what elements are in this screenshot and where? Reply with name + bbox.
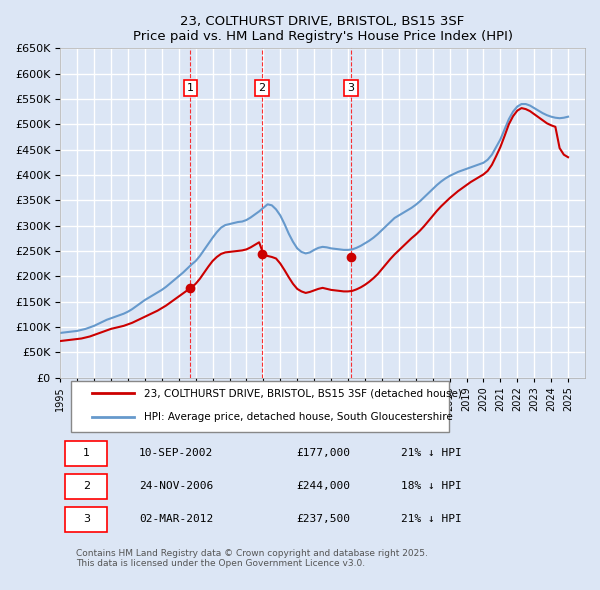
Text: Contains HM Land Registry data © Crown copyright and database right 2025.
This d: Contains HM Land Registry data © Crown c… <box>76 549 428 568</box>
FancyBboxPatch shape <box>65 507 107 532</box>
Text: £237,500: £237,500 <box>296 514 350 524</box>
Text: 2: 2 <box>83 481 90 491</box>
Text: 1: 1 <box>187 83 194 93</box>
Text: 21% ↓ HPI: 21% ↓ HPI <box>401 514 462 524</box>
Text: 10-SEP-2002: 10-SEP-2002 <box>139 448 213 458</box>
Title: 23, COLTHURST DRIVE, BRISTOL, BS15 3SF
Price paid vs. HM Land Registry's House P: 23, COLTHURST DRIVE, BRISTOL, BS15 3SF P… <box>133 15 512 43</box>
FancyBboxPatch shape <box>65 474 107 499</box>
Text: £177,000: £177,000 <box>296 448 350 458</box>
Text: 1: 1 <box>83 448 90 458</box>
Text: 23, COLTHURST DRIVE, BRISTOL, BS15 3SF (detached house): 23, COLTHURST DRIVE, BRISTOL, BS15 3SF (… <box>144 388 462 398</box>
Text: 3: 3 <box>347 83 355 93</box>
FancyBboxPatch shape <box>71 381 449 432</box>
Text: 02-MAR-2012: 02-MAR-2012 <box>139 514 213 524</box>
Text: 18% ↓ HPI: 18% ↓ HPI <box>401 481 462 491</box>
Text: £244,000: £244,000 <box>296 481 350 491</box>
Text: HPI: Average price, detached house, South Gloucestershire: HPI: Average price, detached house, Sout… <box>144 412 453 422</box>
Text: 3: 3 <box>83 514 90 524</box>
Text: 2: 2 <box>258 83 265 93</box>
Text: 24-NOV-2006: 24-NOV-2006 <box>139 481 213 491</box>
Text: 21% ↓ HPI: 21% ↓ HPI <box>401 448 462 458</box>
FancyBboxPatch shape <box>65 441 107 466</box>
